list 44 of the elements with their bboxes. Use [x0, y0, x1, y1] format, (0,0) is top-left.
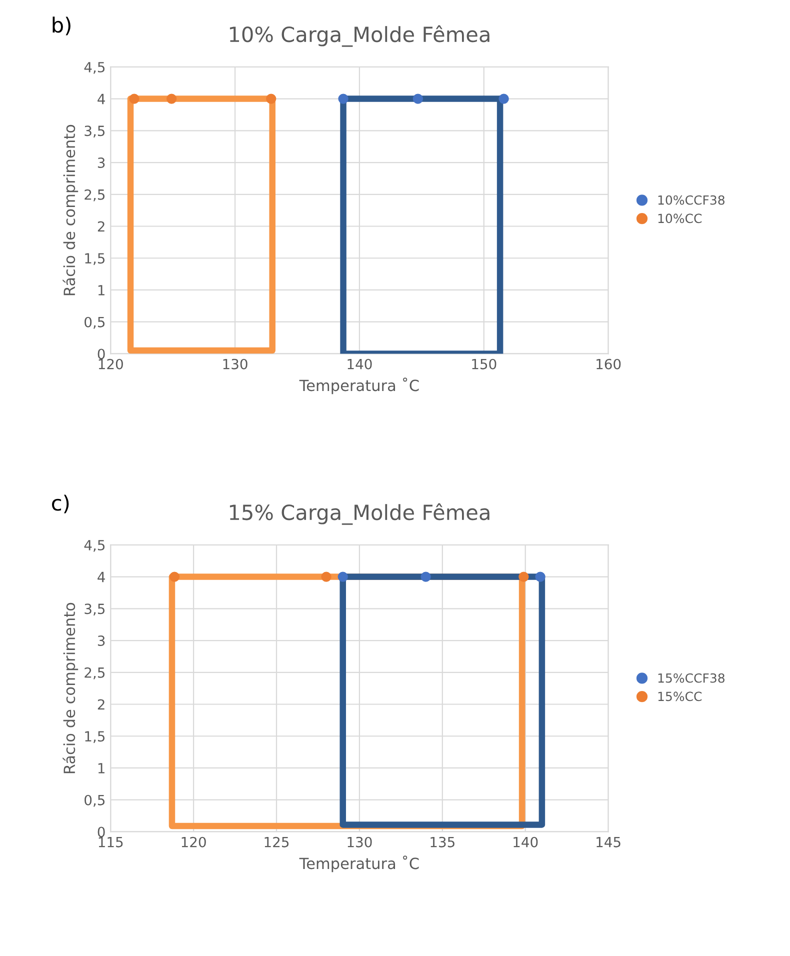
y-tick-label: 1,5 — [85, 253, 105, 266]
y-axis-title: Rácio de comprimento — [62, 602, 78, 774]
y-tick-label: 4,5 — [84, 62, 105, 74]
chart-title: 10% Carga_Molde Fêmea — [230, 25, 490, 47]
x-axis-title: Temperatura ˚C — [299, 378, 419, 394]
x-tick-label: 130 — [223, 358, 248, 370]
x-tick-label: 135 — [430, 836, 454, 848]
legend-label: 15%CC — [658, 692, 702, 702]
x-tick-label: 150 — [472, 358, 496, 370]
y-tick-label: 3,5 — [84, 126, 105, 138]
y-tick-label: 4,5 — [84, 540, 105, 552]
y-tick-label: 4 — [98, 94, 105, 104]
legend-label: 10%CC — [658, 214, 702, 224]
y-tick-label: 1 — [98, 285, 104, 296]
x-tick-label: 125 — [264, 836, 289, 848]
y-tick-label: 2,5 — [84, 667, 105, 680]
x-tick-label: 130 — [348, 836, 372, 848]
x-tick-label: 140 — [348, 358, 372, 370]
legend-label: 15%CCF38 — [658, 673, 724, 683]
y-tick-label: 2 — [98, 221, 104, 232]
legend-label: 10%CCF38 — [658, 195, 724, 205]
y-tick-label: 0 — [98, 348, 105, 360]
x-tick-label: 160 — [596, 358, 621, 370]
y-tick-label: 3 — [98, 157, 105, 168]
text: b) — [52, 16, 70, 36]
x-tick-label: 120 — [98, 358, 123, 370]
text: c) — [52, 494, 69, 514]
y-tick-label: 1,5 — [85, 731, 105, 744]
y-tick-label: 2,5 — [84, 189, 105, 202]
x-tick-label: 145 — [596, 837, 620, 848]
y-tick-label: 3 — [98, 635, 105, 646]
y-axis-title: Rácio de comprimento — [62, 124, 78, 296]
y-tick-label: 0,5 — [84, 316, 105, 329]
x-tick-label: 140 — [514, 836, 538, 848]
y-tick-label: 2 — [98, 699, 104, 710]
y-tick-label: 3,5 — [84, 604, 105, 616]
y-tick-label: 0 — [98, 826, 105, 838]
chart-title: 15% Carga_Molde Fêmea — [230, 503, 490, 525]
y-tick-label: 1 — [98, 763, 104, 774]
y-tick-label: 0,5 — [84, 794, 105, 807]
y-tick-label: 4 — [98, 572, 105, 582]
x-axis-title: Temperatura ˚C — [299, 856, 419, 872]
x-tick-label: 115 — [98, 837, 123, 848]
x-tick-label: 120 — [182, 836, 206, 848]
